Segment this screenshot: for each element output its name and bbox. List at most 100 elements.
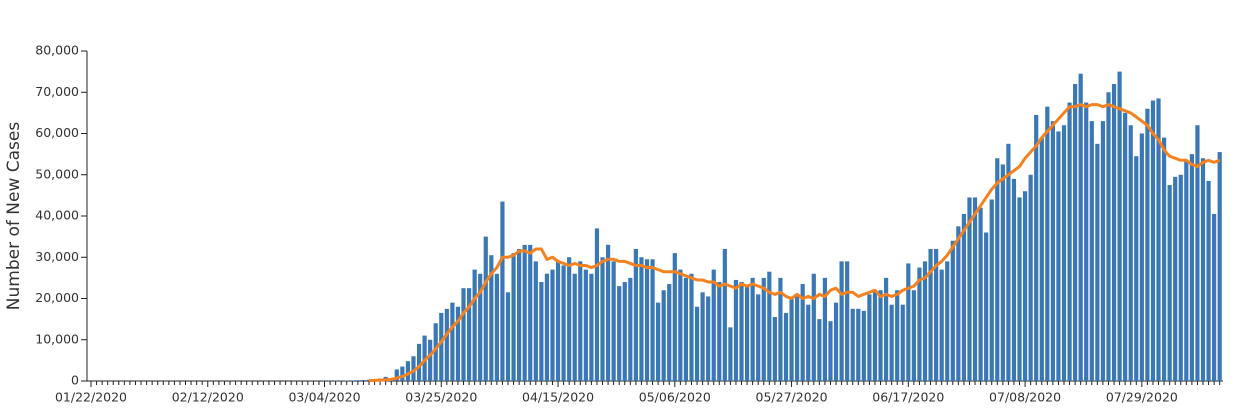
- bar: [594, 228, 600, 381]
- bar: [517, 249, 522, 381]
- y-tick-label: 10,000: [35, 331, 79, 346]
- bar: [533, 261, 538, 381]
- bar: [700, 292, 705, 381]
- bar: [1200, 158, 1206, 381]
- bar: [400, 366, 405, 381]
- bar: [1195, 125, 1200, 381]
- bar: [617, 286, 622, 381]
- bar: [711, 269, 716, 381]
- bar: [1017, 197, 1022, 381]
- bar: [394, 369, 399, 381]
- bar: [439, 312, 444, 381]
- bar: [522, 244, 527, 381]
- bar: [405, 361, 411, 381]
- bar: [444, 308, 449, 381]
- bar: [672, 253, 677, 381]
- bar: [528, 244, 533, 381]
- bar: [1111, 84, 1117, 381]
- bar: [783, 312, 789, 381]
- bar: [1067, 102, 1072, 381]
- x-tick-label: 07/08/2020: [989, 390, 1061, 405]
- bar: [989, 199, 994, 381]
- bar: [483, 236, 488, 381]
- bar: [889, 304, 894, 381]
- bar: [1050, 121, 1055, 381]
- bar: [1100, 121, 1106, 381]
- bar: [967, 197, 972, 381]
- bar: [900, 304, 905, 381]
- bar: [867, 294, 872, 381]
- bar: [1206, 180, 1211, 381]
- bar: [767, 271, 772, 381]
- bar: [1178, 174, 1183, 381]
- bar: [433, 323, 438, 381]
- x-tick-label: 07/29/2020: [1106, 390, 1178, 405]
- bar: [1034, 114, 1039, 381]
- bar: [822, 277, 828, 381]
- bar: [733, 279, 739, 381]
- bar: [922, 261, 928, 381]
- bar: [416, 343, 422, 381]
- bar: [633, 249, 638, 381]
- y-tick-label: 30,000: [35, 249, 79, 264]
- bar: [678, 269, 683, 381]
- bar: [355, 380, 360, 381]
- bar: [1061, 125, 1067, 381]
- x-tick-label: 05/27/2020: [756, 390, 828, 405]
- bar: [945, 261, 950, 381]
- bar: [1128, 125, 1133, 381]
- bar: [561, 265, 566, 381]
- bar: [1161, 137, 1167, 381]
- bar: [572, 273, 577, 381]
- bar: [833, 302, 839, 381]
- bar: [883, 277, 889, 381]
- bar: [800, 284, 805, 381]
- bar: [1056, 131, 1061, 381]
- bar: [622, 282, 627, 381]
- bar: [739, 282, 744, 381]
- bar: [845, 261, 850, 381]
- bar: [939, 269, 944, 381]
- bar: [961, 213, 967, 381]
- bar: [667, 284, 672, 381]
- bar: [717, 282, 722, 381]
- bar: [1134, 156, 1139, 381]
- bar: [656, 302, 661, 381]
- bar: [1156, 98, 1161, 381]
- bar: [505, 292, 511, 381]
- bar: [1045, 106, 1050, 381]
- bar: [1117, 71, 1122, 381]
- bar: [972, 197, 978, 381]
- bar: [772, 317, 777, 381]
- bar: [511, 253, 516, 381]
- bar: [828, 321, 833, 381]
- bar: [478, 273, 483, 381]
- moving-average-line: [368, 103, 1221, 383]
- bar: [600, 257, 605, 381]
- bar: [1089, 121, 1094, 381]
- bar: [1150, 100, 1156, 381]
- bar: [744, 286, 750, 381]
- bar: [589, 273, 594, 381]
- bar: [778, 277, 783, 381]
- bar: [956, 226, 961, 381]
- x-tick-label: 04/15/2020: [522, 390, 594, 405]
- bar: [906, 263, 911, 381]
- y-tick-label: 80,000: [35, 43, 79, 58]
- bar: [539, 282, 544, 381]
- bar: [1078, 73, 1083, 381]
- bar: [978, 207, 983, 381]
- x-tick-label: 02/12/2020: [172, 390, 244, 405]
- bar: [1145, 108, 1150, 381]
- bar: [1095, 143, 1100, 381]
- bar: [644, 259, 650, 381]
- bar: [466, 288, 472, 381]
- bar: [878, 290, 883, 381]
- bar: [950, 240, 955, 381]
- bar: [1139, 133, 1144, 381]
- bar: [761, 277, 766, 381]
- bar: [750, 277, 755, 381]
- bar: [555, 261, 561, 381]
- bar: [839, 261, 844, 381]
